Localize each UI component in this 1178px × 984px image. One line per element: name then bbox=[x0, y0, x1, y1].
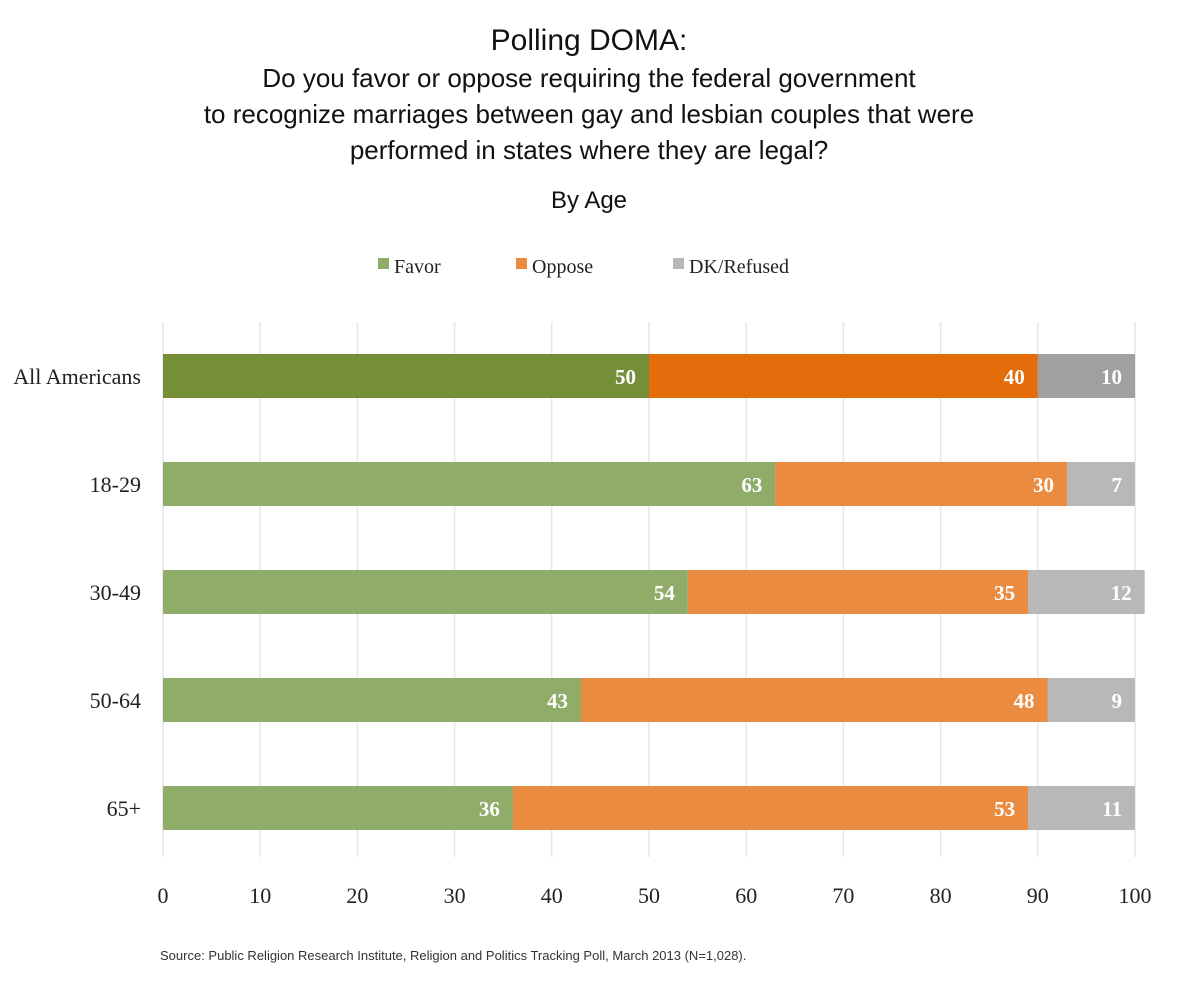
data-label-1-1: 30 bbox=[1033, 473, 1054, 497]
legend-swatch-2 bbox=[673, 258, 684, 269]
bar-1-0 bbox=[163, 462, 776, 506]
x-tick-label-30: 30 bbox=[444, 883, 466, 908]
category-label-2: 30-49 bbox=[90, 580, 141, 605]
x-tick-label-80: 80 bbox=[930, 883, 952, 908]
bar-2-1 bbox=[687, 570, 1029, 614]
x-tick-label-60: 60 bbox=[735, 883, 757, 908]
category-label-0: All Americans bbox=[13, 364, 141, 389]
data-label-0-0: 50 bbox=[615, 365, 636, 389]
bar-4-2 bbox=[1028, 786, 1135, 830]
legend-swatch-1 bbox=[516, 258, 527, 269]
chart-subtitle: By Age bbox=[550, 187, 628, 214]
x-tick-label-40: 40 bbox=[541, 883, 563, 908]
bar-4-0 bbox=[163, 786, 513, 830]
question-line-1: Do you favor or oppose requiring the fed… bbox=[262, 63, 916, 93]
bar-2-2 bbox=[1028, 570, 1145, 614]
x-tick-label-0: 0 bbox=[158, 883, 169, 908]
data-label-3-0: 43 bbox=[547, 689, 568, 713]
x-tick-label-90: 90 bbox=[1027, 883, 1049, 908]
x-tick-label-10: 10 bbox=[249, 883, 271, 908]
legend-swatch-0 bbox=[378, 258, 389, 269]
question-line-3: performed in states where they are legal… bbox=[349, 135, 829, 165]
bar-1-2 bbox=[1066, 462, 1135, 506]
bar-3-1 bbox=[580, 678, 1048, 722]
data-label-2-1: 35 bbox=[994, 581, 1015, 605]
x-tick-label-20: 20 bbox=[346, 883, 368, 908]
data-label-4-1: 53 bbox=[994, 797, 1015, 821]
bar-3-2 bbox=[1047, 678, 1135, 722]
data-label-0-1: 40 bbox=[1004, 365, 1025, 389]
source-note: Source: Public Religion Research Institu… bbox=[160, 948, 747, 963]
data-label-2-0: 54 bbox=[654, 581, 676, 605]
data-label-3-2: 9 bbox=[1112, 689, 1123, 713]
data-label-1-0: 63 bbox=[741, 473, 762, 497]
bar-0-1 bbox=[649, 354, 1038, 398]
chart-title: Polling DOMA: bbox=[490, 24, 688, 57]
x-tick-label-100: 100 bbox=[1119, 883, 1152, 908]
bar-1-1 bbox=[775, 462, 1067, 506]
legend-label-2: DK/Refused bbox=[689, 256, 789, 278]
data-label-3-1: 48 bbox=[1014, 689, 1035, 713]
category-label-3: 50-64 bbox=[90, 688, 141, 713]
data-label-0-2: 10 bbox=[1101, 365, 1122, 389]
bar-0-2 bbox=[1037, 354, 1135, 398]
bar-3-0 bbox=[163, 678, 581, 722]
category-label-1: 18-29 bbox=[90, 472, 141, 497]
legend-label-0: Favor bbox=[394, 256, 441, 278]
bar-4-1 bbox=[512, 786, 1029, 830]
data-label-4-0: 36 bbox=[479, 797, 500, 821]
question-line-2: to recognize marriages between gay and l… bbox=[203, 99, 975, 129]
chart-question: Do you favor or oppose requiring the fed… bbox=[0, 60, 1178, 168]
data-label-1-2: 7 bbox=[1112, 473, 1123, 497]
x-tick-label-70: 70 bbox=[832, 883, 854, 908]
legend-label-1: Oppose bbox=[532, 256, 593, 278]
data-label-2-2: 12 bbox=[1111, 581, 1132, 605]
data-label-4-2: 11 bbox=[1102, 797, 1122, 821]
bar-0-0 bbox=[163, 354, 649, 398]
category-label-4: 65+ bbox=[107, 796, 141, 821]
x-tick-label-50: 50 bbox=[638, 883, 660, 908]
bar-2-0 bbox=[163, 570, 688, 614]
